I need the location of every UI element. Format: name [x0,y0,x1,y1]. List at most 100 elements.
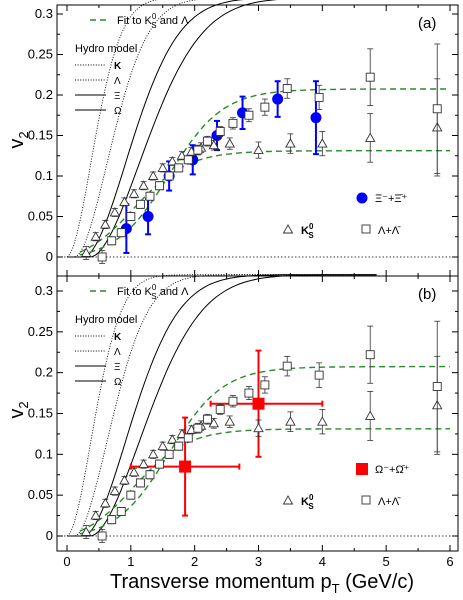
kshort-data-point [128,188,140,198]
legend-hydro-label: Ω [114,377,122,388]
lambda-data-point [126,490,136,500]
y-tick-label: 0.15 [28,406,53,421]
legend-hydro-label: Ξ [114,91,121,102]
kshort-data-point [147,170,159,180]
legend-hydro-label: Ξ [114,362,121,373]
y-tick-label: 0.05 [28,209,53,224]
kshort-data-point [253,422,264,433]
lambda-data-point [228,118,238,128]
legend-species-label: Ω⁻+Ω̄⁺ [375,464,410,476]
y-tick-label: 0.1 [35,168,53,183]
lambda-data-point [282,361,292,371]
lambda-data-point [174,163,184,173]
kshort-data-point [109,485,121,496]
lambda-data-point [145,470,155,480]
hydro-xi-curve [67,0,244,258]
lambda-data-point [260,380,270,390]
legend-lambda-label: Λ+Λ̄ [378,225,401,237]
lambda-data-point [314,92,324,102]
legend-lambda-marker [361,224,371,234]
kshort-data-point [224,138,236,148]
kshort-data-point [109,207,121,217]
y-tick-label: 0 [46,249,53,264]
lambda-data-point [135,478,145,488]
legend-hydro-label: Λ [114,76,121,87]
y-tick-label: 0.3 [35,6,53,21]
panel-a-hydro-curves [66,0,278,258]
omega-data-point [252,397,265,410]
lambda-data-point [314,370,324,380]
lambda-data-point [116,507,126,516]
lambda-data-point [183,155,193,165]
kshort-data-point [157,162,169,172]
legend-hydro-label: Ω [114,106,122,117]
lambda-data-point [155,459,165,469]
kshort-data-point [80,247,92,257]
y-tick-label: 0.15 [28,128,53,143]
lambda-data-point [135,199,145,209]
y-tick-label: 0.25 [28,47,53,62]
panel-a-x-ticks [66,5,451,276]
kshort-data-point [138,180,149,190]
lambda-data-point [107,515,117,525]
legend-lambda-marker [361,495,371,505]
legend-fit-label: Fit to K0 S and Λ [117,12,189,30]
legend-kshort-label: K0 S [301,493,314,511]
legend-omega-marker [356,463,368,475]
kshort-data-point [157,440,169,451]
y-tick-label: 0.05 [28,487,53,502]
lambda-data-point [164,171,174,181]
legend-kshort-label: K0 S [301,222,314,240]
legend-hydro-title: Hydro model [75,43,137,55]
kshort-data-point [119,196,130,206]
legend-kshort-marker [282,224,294,234]
lambda-data-point [432,382,442,391]
hydro-omega-curve [67,274,377,537]
panel-b-x-ticks: 0 1 2 3 4 5 6 [63,276,454,569]
x-tick-label: 2 [191,554,198,569]
kshort-data-point [147,448,159,459]
lambda-data-point [107,236,117,246]
lambda-data-point [164,449,174,459]
kshort-data-point [285,138,296,148]
lambda-data-point [244,388,254,398]
legend-kshort-marker [282,495,294,505]
x-tick-label: 1 [127,554,134,569]
x-axis-title: Transverse momentum pT (GeV/c) [110,571,414,596]
legend-hydro-label: K [114,61,122,72]
kshort-data-point [128,466,140,477]
xi-data-point [272,93,284,105]
x-tick-label: 6 [446,554,453,569]
kshort-data-point [119,475,130,485]
panel-b-y-ticks: 0 0.05 0.1 0.15 0.2 0.25 0.3 [28,283,458,543]
kshort-data-point [100,497,111,508]
lambda-data-point [228,396,238,406]
hydro-omega-curve [67,0,278,258]
lambda-data-point [365,72,375,82]
kshort-data-point [90,510,101,520]
legend-species-label: Ξ⁻+Ξ̄⁺ [375,193,408,205]
lambda-data-point [174,441,184,451]
lambda-data-point [365,350,375,360]
lambda-data-point [244,110,254,120]
lambda-data-point [116,228,126,238]
y-tick-label: 0.1 [35,446,53,461]
y-tick-label: 0.3 [35,283,53,298]
kshort-data-point [364,132,376,142]
y-tick-label: 0.25 [28,324,53,339]
panel-b-label: (b) [418,286,436,303]
lambda-data-point [215,126,225,136]
lambda-data-point [432,104,442,114]
y-tick-label: 0 [46,528,53,543]
x-tick-label: 5 [383,554,390,569]
panel-a-label: (a) [418,15,436,32]
lambda-data-point [183,433,193,443]
lambda-data-point [145,191,155,201]
panel-a-data-points [80,43,443,264]
lambda-data-point [193,145,203,155]
panel-b-y-axis-title: v2 [6,401,31,418]
panel-a-y-ticks: 0 0.05 0.1 0.15 0.2 0.25 0.3 [28,6,458,264]
